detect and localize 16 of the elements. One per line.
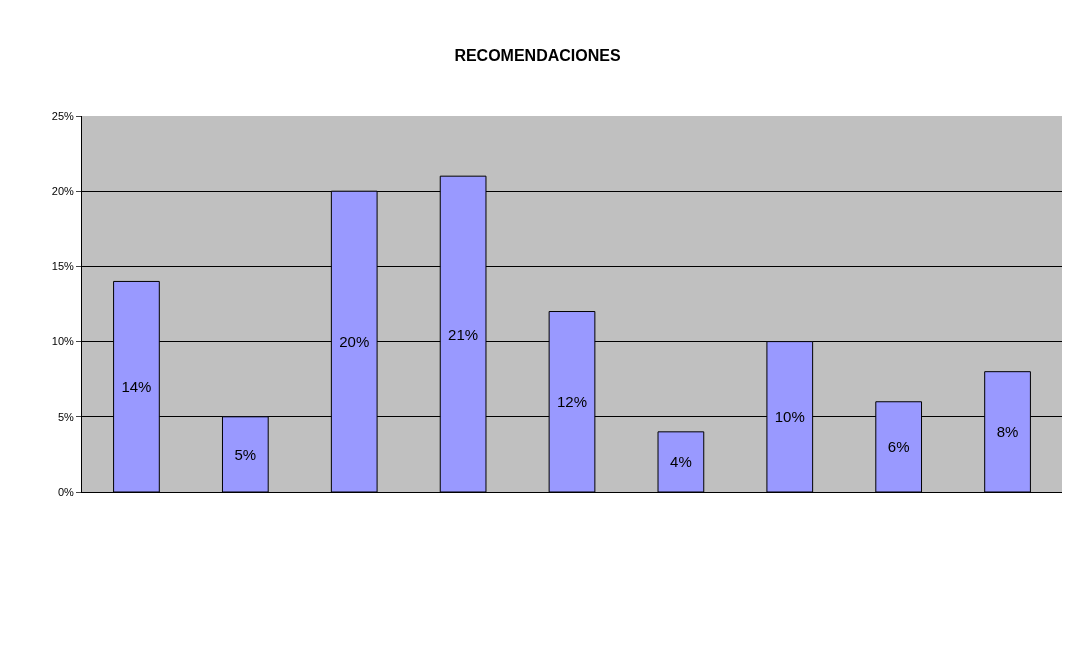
data-label: 8% bbox=[996, 423, 1019, 441]
y-tick-label: 0% bbox=[57, 485, 75, 498]
y-tick-label: 10% bbox=[51, 335, 74, 348]
data-label: 12% bbox=[556, 393, 588, 411]
data-label: 4% bbox=[670, 453, 692, 471]
data-label: 10% bbox=[774, 408, 805, 426]
data-label: 6% bbox=[887, 438, 910, 456]
data-label: 14% bbox=[121, 378, 152, 396]
chart-title: RECOMENDACIONES bbox=[454, 47, 621, 65]
y-tick-label: 5% bbox=[57, 410, 75, 423]
data-label: 21% bbox=[448, 325, 479, 343]
data-label: 20% bbox=[339, 333, 370, 351]
y-tick-label: 15% bbox=[51, 260, 74, 273]
y-tick-label: 25% bbox=[51, 109, 74, 122]
y-tick-label: 20% bbox=[51, 185, 74, 198]
data-label: 5% bbox=[234, 445, 257, 463]
